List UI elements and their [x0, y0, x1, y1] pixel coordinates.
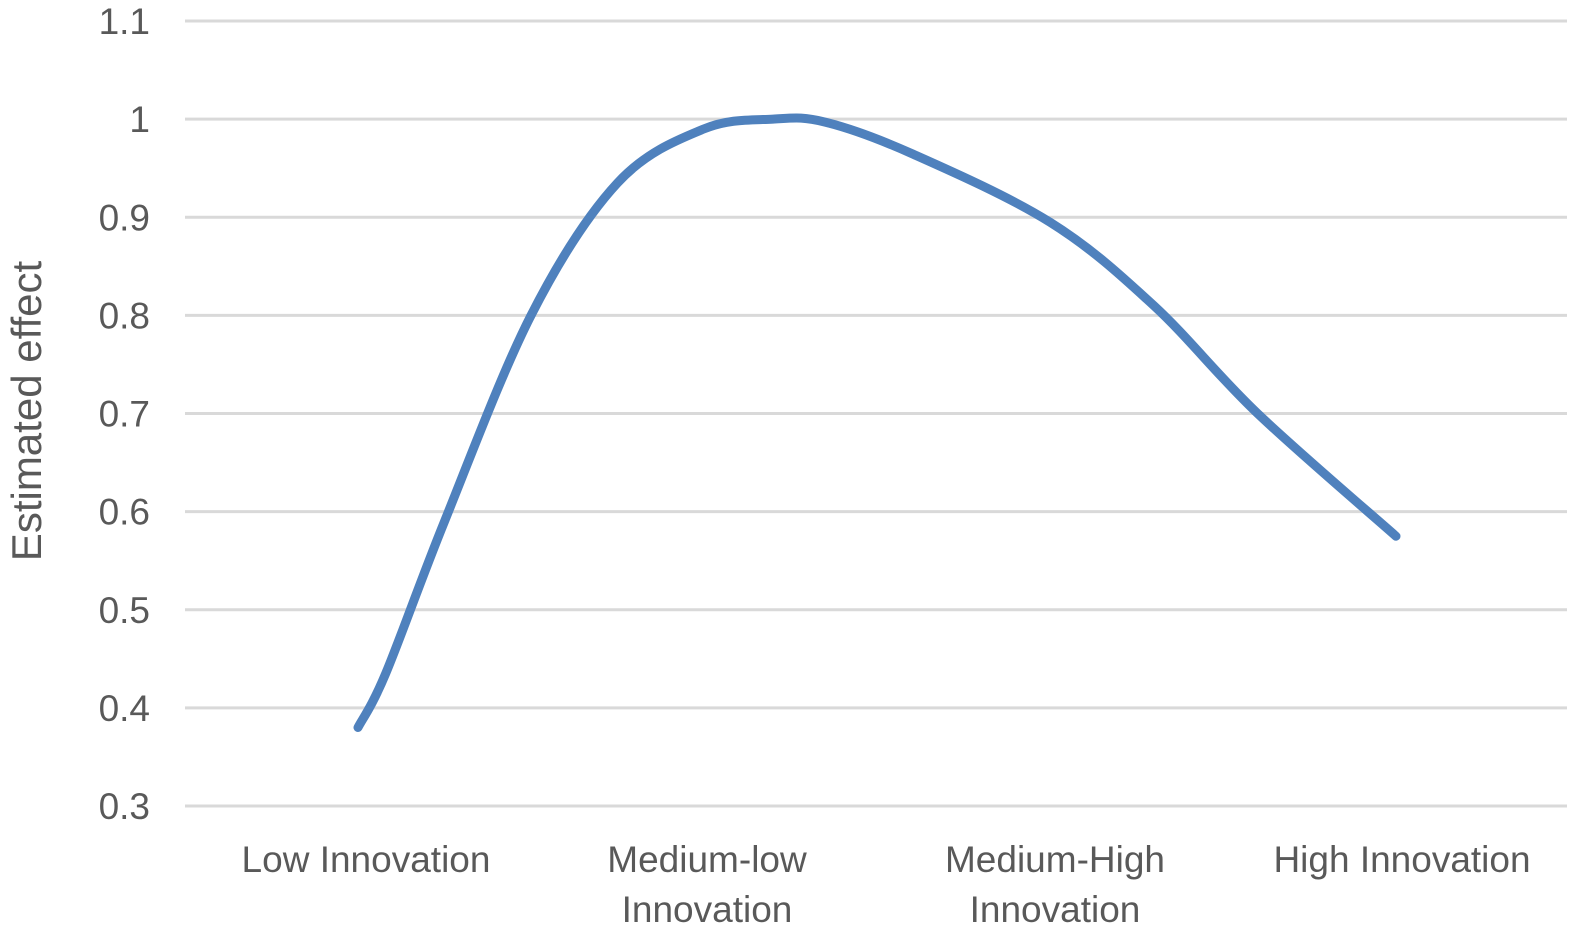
y-tick-label: 0.3 [99, 786, 150, 827]
y-axis-title: Estimated effect [3, 260, 50, 561]
y-tick-label: 0.9 [99, 197, 150, 238]
x-tick-label-line: Innovation [622, 889, 793, 930]
y-tick-label: 1 [129, 99, 150, 140]
x-tick-label-line: Medium-low [607, 839, 807, 880]
y-tick-label: 0.4 [99, 688, 150, 729]
x-tick-label-line: High Innovation [1273, 839, 1530, 880]
x-axis-ticks: Low Innovation Medium-lowInnovationMedium… [242, 839, 1531, 930]
series-line [353, 113, 1401, 732]
y-tick-label: 0.6 [99, 492, 150, 533]
y-tick-label: 0.8 [99, 295, 150, 336]
x-tick-label: Medium-low Innovation [607, 839, 807, 930]
x-tick-label: Low Innovation [242, 839, 491, 880]
x-tick-label: High Innovation [1273, 839, 1530, 880]
series-layer [353, 113, 1401, 732]
x-tick-label: Medium-High Innovation [945, 839, 1165, 930]
y-axis-ticks: 0.3 0.4 0.5 0.6 0.7 0.8 0.9 1 1.1 [99, 1, 150, 827]
x-tick-label-line: Innovation [970, 889, 1141, 930]
y-tick-label: 1.1 [99, 1, 150, 42]
y-tick-label: 0.5 [99, 590, 150, 631]
gridlines [185, 19, 1567, 808]
x-tick-label-line: Low Innovation [242, 839, 491, 880]
y-tick-label: 0.7 [99, 394, 150, 435]
x-tick-label-line: Medium-High [945, 839, 1165, 880]
